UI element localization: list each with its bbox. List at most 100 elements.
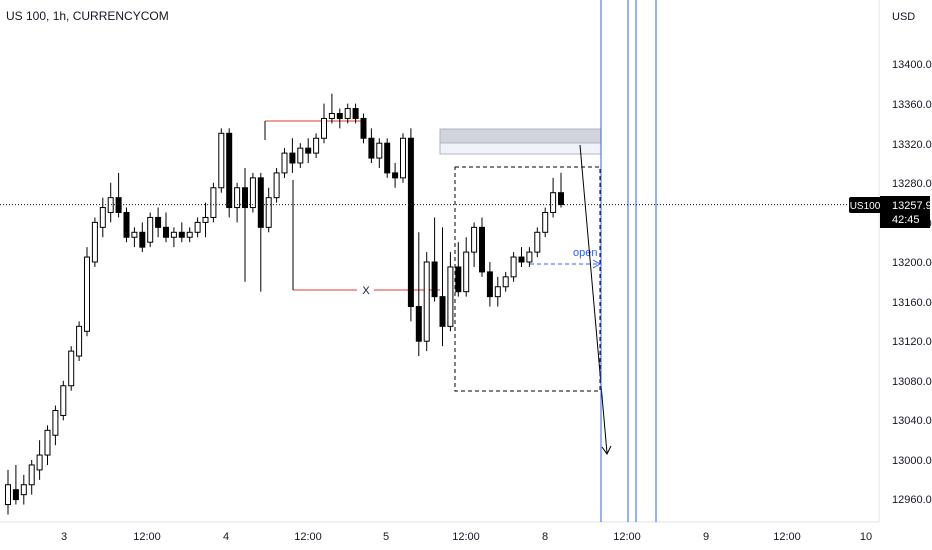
candle-body[interactable] [439, 296, 446, 327]
candle-body[interactable] [463, 251, 470, 293]
time-tick: 12:00 [452, 531, 480, 543]
candle-body[interactable] [289, 152, 296, 164]
candle-body[interactable] [139, 231, 146, 248]
candle-body[interactable] [494, 286, 501, 298]
candle-body[interactable] [44, 429, 51, 456]
candle-body[interactable] [242, 187, 248, 209]
supply-zone-lower[interactable] [439, 142, 602, 155]
candle-body[interactable] [155, 216, 162, 228]
price-axis-currency: USD [892, 11, 915, 23]
candle-body[interactable] [336, 113, 343, 119]
candle-body[interactable] [5, 484, 11, 506]
candle-body[interactable] [234, 187, 241, 209]
candle-body[interactable] [455, 266, 462, 293]
candle-body[interactable] [194, 221, 201, 233]
candle-body[interactable] [257, 177, 264, 228]
candle-body[interactable] [91, 221, 98, 263]
candle-body[interactable] [20, 484, 27, 496]
price-tick: 13200.0 [892, 257, 932, 269]
candle-body[interactable] [400, 137, 406, 179]
candle-body[interactable] [376, 142, 383, 159]
candle-body[interactable] [28, 464, 35, 486]
candle-body[interactable] [518, 256, 525, 263]
price-tick: 13160.0 [892, 297, 932, 309]
candle-body[interactable] [447, 266, 454, 327]
candle-body[interactable] [265, 197, 272, 228]
time-tick: 10 [860, 531, 872, 543]
candle-body[interactable] [210, 187, 217, 218]
candle-body[interactable] [479, 226, 485, 273]
candle-body[interactable] [60, 385, 67, 416]
candle-body[interactable] [368, 137, 375, 159]
candle-body[interactable] [542, 212, 549, 233]
time-tick: 12:00 [773, 531, 801, 543]
price-tick: 12960.0 [892, 494, 932, 506]
candle-body[interactable] [163, 226, 169, 238]
candle-body[interactable] [550, 192, 557, 213]
candle-body[interactable] [273, 172, 280, 199]
candle-body[interactable] [36, 454, 43, 471]
candle-body[interactable] [123, 212, 130, 238]
time-tick: 12:00 [613, 531, 641, 543]
candle-body[interactable] [226, 132, 233, 209]
last-price-label: 13257.9 [892, 200, 932, 212]
candle-body[interactable] [321, 117, 327, 139]
candle-body[interactable] [313, 137, 320, 154]
price-tick: 13400.0 [892, 59, 932, 71]
candle-body[interactable] [471, 226, 478, 253]
candle-body[interactable] [115, 197, 122, 213]
x-marker: X [362, 285, 370, 297]
candle-body[interactable] [352, 108, 359, 119]
candle-body[interactable] [186, 231, 193, 238]
candle-body[interactable] [147, 216, 154, 243]
open-label: open [573, 247, 597, 259]
time-ticks: 3 12:00 4 12:00 5 12:00 8 12:00 9 12:00 … [61, 531, 872, 543]
candle-body[interactable] [502, 276, 509, 288]
candle-body[interactable] [392, 172, 399, 179]
time-tick: 3 [61, 531, 67, 543]
candle-body[interactable] [305, 147, 312, 154]
candle-body[interactable] [415, 306, 422, 342]
candle-body[interactable] [68, 350, 75, 387]
projection-arrowhead [601, 445, 612, 455]
price-ticks: 13400.0 13360.0 13320.0 13280.0 13240.0 … [892, 59, 932, 506]
projection-arrow[interactable] [579, 144, 608, 454]
candle-body[interactable] [12, 489, 19, 501]
candle-body[interactable] [281, 152, 288, 174]
price-tick: 13120.0 [892, 336, 932, 348]
candle-body[interactable] [131, 231, 138, 238]
candle-body[interactable] [99, 207, 106, 228]
candle-body[interactable] [202, 216, 209, 223]
candle-body[interactable] [249, 177, 256, 209]
candle-body[interactable] [384, 142, 391, 174]
candle-body[interactable] [344, 108, 351, 119]
candle-body[interactable] [510, 256, 517, 278]
range-box[interactable] [454, 166, 601, 392]
candle-body[interactable] [534, 231, 541, 253]
open-arrowhead [592, 259, 602, 269]
candle-body[interactable] [431, 261, 438, 298]
time-tick: 5 [383, 531, 389, 543]
candle-body[interactable] [526, 251, 533, 263]
candle-body[interactable] [328, 113, 335, 119]
time-tick: 12:00 [133, 531, 161, 543]
symbol-badge: US100 [850, 201, 881, 212]
time-tick: 12:00 [294, 531, 322, 543]
candle-body[interactable] [297, 147, 304, 164]
time-tick: 4 [223, 531, 229, 543]
candle-body[interactable] [52, 410, 59, 436]
candle-body[interactable] [558, 192, 564, 206]
candle-body[interactable] [218, 132, 225, 189]
candle-body[interactable] [486, 271, 493, 298]
candle-body[interactable] [360, 117, 367, 139]
candle-body[interactable] [423, 261, 430, 342]
supply-zone[interactable] [439, 128, 602, 144]
candle-body[interactable] [170, 231, 177, 238]
symbol-badge-bg [849, 197, 881, 213]
candle-body[interactable] [407, 137, 414, 308]
candle-body[interactable] [84, 256, 90, 332]
candle-body[interactable] [76, 325, 83, 357]
price-tick: 13280.0 [892, 178, 932, 190]
candle-body[interactable] [178, 231, 185, 238]
